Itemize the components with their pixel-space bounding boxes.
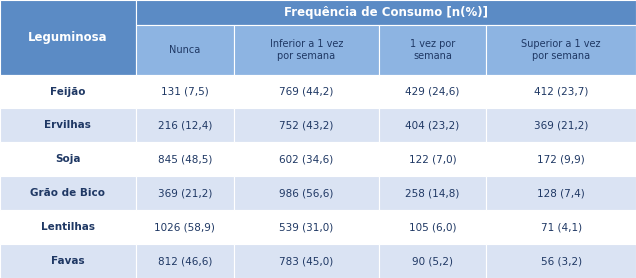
Bar xyxy=(379,75,487,108)
Bar xyxy=(487,108,636,142)
Bar xyxy=(379,108,487,142)
Text: 769 (44,2): 769 (44,2) xyxy=(279,86,333,96)
Bar xyxy=(234,75,379,108)
Text: 71 (4,1): 71 (4,1) xyxy=(541,222,582,232)
Bar xyxy=(379,25,487,75)
Bar xyxy=(0,0,135,75)
Bar xyxy=(487,176,636,210)
Bar xyxy=(234,176,379,210)
Text: 369 (21,2): 369 (21,2) xyxy=(534,120,588,130)
Bar xyxy=(135,142,234,176)
Bar xyxy=(487,142,636,176)
Text: 90 (5,2): 90 (5,2) xyxy=(412,256,453,266)
Text: 216 (12,4): 216 (12,4) xyxy=(158,120,212,130)
Bar xyxy=(234,244,379,278)
Bar xyxy=(234,210,379,244)
Text: 105 (6,0): 105 (6,0) xyxy=(409,222,456,232)
Bar xyxy=(135,176,234,210)
Bar xyxy=(135,210,234,244)
Text: Superior a 1 vez
por semana: Superior a 1 vez por semana xyxy=(522,39,601,61)
Text: 1 vez por
semana: 1 vez por semana xyxy=(410,39,455,61)
Bar xyxy=(379,176,487,210)
Bar xyxy=(135,75,234,108)
Text: 56 (3,2): 56 (3,2) xyxy=(541,256,582,266)
Text: Soja: Soja xyxy=(55,154,81,164)
Bar xyxy=(135,244,234,278)
Text: 539 (31,0): 539 (31,0) xyxy=(279,222,333,232)
Text: 1026 (58,9): 1026 (58,9) xyxy=(155,222,215,232)
Text: 752 (43,2): 752 (43,2) xyxy=(279,120,333,130)
Text: 128 (7,4): 128 (7,4) xyxy=(537,188,585,198)
Text: Frequência de Consumo [n(%)]: Frequência de Consumo [n(%)] xyxy=(284,6,488,19)
Text: 845 (48,5): 845 (48,5) xyxy=(158,154,212,164)
Bar xyxy=(135,25,234,75)
Text: Inferior a 1 vez
por semana: Inferior a 1 vez por semana xyxy=(270,39,343,61)
Text: Lentilhas: Lentilhas xyxy=(41,222,95,232)
Text: Favas: Favas xyxy=(51,256,85,266)
Text: 812 (46,6): 812 (46,6) xyxy=(158,256,212,266)
Text: 602 (34,6): 602 (34,6) xyxy=(279,154,333,164)
Bar xyxy=(0,210,135,244)
Text: Leguminosa: Leguminosa xyxy=(28,31,107,44)
Text: 258 (14,8): 258 (14,8) xyxy=(405,188,460,198)
Text: 122 (7,0): 122 (7,0) xyxy=(409,154,457,164)
Text: Grão de Bico: Grão de Bico xyxy=(31,188,106,198)
Bar xyxy=(487,75,636,108)
Bar xyxy=(487,25,636,75)
Bar xyxy=(234,142,379,176)
Bar xyxy=(487,244,636,278)
Text: 429 (24,6): 429 (24,6) xyxy=(405,86,460,96)
Text: 986 (56,6): 986 (56,6) xyxy=(279,188,333,198)
Bar xyxy=(487,210,636,244)
Bar xyxy=(0,176,135,210)
Text: 172 (9,9): 172 (9,9) xyxy=(537,154,585,164)
Text: 404 (23,2): 404 (23,2) xyxy=(405,120,460,130)
Bar xyxy=(379,210,487,244)
Bar xyxy=(0,108,135,142)
Bar xyxy=(379,142,487,176)
Text: Nunca: Nunca xyxy=(169,45,200,55)
Text: 369 (21,2): 369 (21,2) xyxy=(158,188,212,198)
Text: 783 (45,0): 783 (45,0) xyxy=(279,256,333,266)
Bar xyxy=(234,108,379,142)
Bar xyxy=(0,142,135,176)
Bar xyxy=(0,75,135,108)
Bar xyxy=(0,244,135,278)
Text: Feijão: Feijão xyxy=(50,86,86,96)
Bar xyxy=(379,244,487,278)
Bar xyxy=(234,25,379,75)
Bar xyxy=(135,108,234,142)
Text: Ervilhas: Ervilhas xyxy=(45,120,91,130)
Text: 412 (23,7): 412 (23,7) xyxy=(534,86,588,96)
Bar xyxy=(135,0,636,25)
Text: 131 (7,5): 131 (7,5) xyxy=(161,86,209,96)
